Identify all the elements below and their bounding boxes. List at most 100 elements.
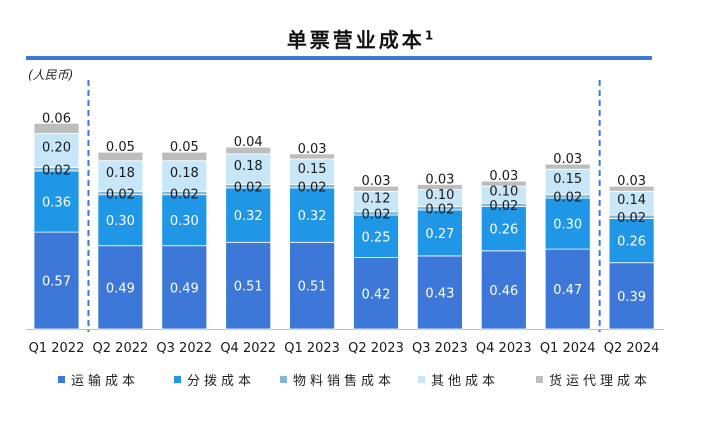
bar-segment [161,160,208,192]
bar-segment [97,245,144,330]
bar-segment [225,187,272,243]
data-label: 0.02 [425,203,454,218]
data-label: 0.15 [553,172,582,187]
data-label: 0.51 [298,280,327,295]
bar-segment [480,206,527,252]
data-label: 0.02 [42,164,71,179]
data-label: 0.49 [170,281,199,296]
bar-segment [33,170,80,233]
data-label: 0.27 [425,227,454,242]
data-label: 0.02 [553,191,582,206]
x-tick-label: Q3 2023 [412,341,468,356]
data-label: 0.03 [553,152,582,167]
data-label: 0.10 [489,185,518,200]
bar-segment [225,153,272,185]
bar-segment [289,158,336,185]
legend-swatch [174,376,181,383]
data-label: 0.18 [106,166,135,181]
bar-segment [544,163,591,170]
data-label: 0.06 [42,111,71,126]
legend-item: 货运代理成本 [536,370,651,389]
legend-swatch [418,376,425,383]
data-label: 0.25 [362,230,391,245]
data-label: 0.26 [489,223,518,238]
data-label: 0.02 [234,181,263,196]
x-tick-label: Q1 2022 [29,341,85,356]
data-label: 0.30 [106,214,135,229]
data-label: 0.18 [170,166,199,181]
bar-segment [97,160,144,192]
x-tick-label: Q4 2022 [220,341,276,356]
data-label: 0.42 [362,287,391,302]
data-label: 0.26 [617,235,646,250]
chart-title-footnote: 1 [424,28,434,43]
data-label: 0.02 [170,187,199,202]
bar-segment [608,185,655,192]
x-tick-label: Q1 2023 [284,341,340,356]
bar-segment [353,214,399,259]
bar-segment [33,122,80,134]
data-label: 0.02 [489,199,518,214]
data-label: 0.46 [489,284,518,299]
legend-item: 其他成本 [418,370,499,389]
data-label: 0.30 [170,214,199,229]
bar-segment [353,185,399,192]
bar-segment [480,180,527,187]
data-label: 0.04 [234,135,263,150]
bar-segment [544,248,591,330]
bar-segment [161,245,208,330]
bar-segment [416,184,463,190]
data-label: 0.02 [362,208,391,223]
x-tick-label: Q2 2023 [348,341,404,356]
legend-item: 物料销售成本 [280,370,395,389]
data-label: 0.51 [234,280,263,295]
unit-label: (人民币) [28,68,74,82]
data-label: 0.49 [106,281,135,296]
data-label: 0.32 [234,209,263,224]
data-label: 0.20 [42,141,71,156]
data-label: 0.39 [617,290,646,305]
data-label: 0.02 [106,187,135,202]
data-label: 0.03 [362,174,391,189]
bar-segment [608,262,655,330]
x-tick-label: Q1 2024 [540,341,596,356]
data-label: 0.03 [617,174,646,189]
legend-swatch [536,376,543,383]
data-label: 0.14 [617,193,646,208]
data-label: 0.02 [617,211,646,226]
data-label: 0.32 [298,209,327,224]
data-label: 0.05 [106,140,135,155]
bar-segment [289,241,336,330]
data-label: 0.12 [362,192,391,207]
bar-segment [225,241,272,330]
chart-title-text: 单票营业成本 [286,28,425,52]
bar-segment [33,133,80,168]
bar-segment [225,146,272,155]
legend-label: 运输成本 [71,374,140,389]
legend-item: 分拨成本 [174,370,255,389]
data-label: 0.30 [553,218,582,233]
data-label: 0.10 [425,188,454,203]
data-label: 0.57 [42,275,71,290]
x-tick-label: Q2 2022 [93,341,149,356]
bar-segment [97,194,144,247]
legend-label: 物料销售成本 [293,374,396,389]
bar-segment [480,250,527,330]
legend-swatch [280,376,287,383]
data-label: 0.03 [425,173,454,188]
chart-title: 单票营业成本1 [0,24,720,53]
bar-segment [544,197,591,250]
x-tick-label: Q4 2023 [476,341,532,356]
legend-item: 运输成本 [58,370,139,389]
bar-segment [161,194,208,247]
bar-segment [289,153,336,160]
legend: 运输成本 分拨成本 物料销售成本 其他成本 货运代理成本 [0,370,720,392]
bar-segment [97,151,144,162]
legend-swatch [58,376,65,383]
data-label: 0.36 [42,196,71,211]
data-label: 0.03 [298,142,327,157]
data-label: 0.43 [425,286,454,301]
data-label: 0.03 [489,169,518,184]
bar-segment [416,255,463,330]
bar-segment [289,187,336,243]
